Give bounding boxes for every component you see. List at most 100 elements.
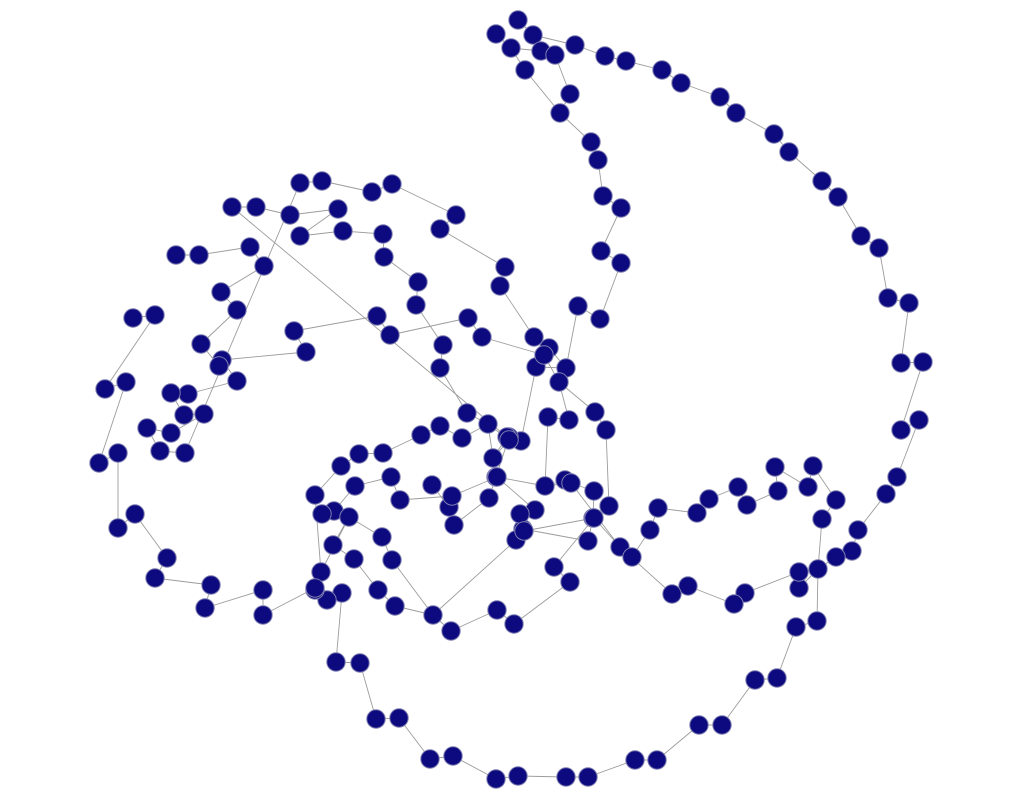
graph-node bbox=[504, 614, 524, 634]
graph-node bbox=[728, 477, 748, 497]
graph-node bbox=[648, 498, 668, 518]
graph-node bbox=[443, 746, 463, 766]
graph-node bbox=[344, 549, 364, 569]
graph-edge bbox=[896, 419, 920, 478]
graph-node bbox=[495, 257, 515, 277]
graph-node bbox=[490, 276, 510, 296]
graph-node bbox=[876, 484, 896, 504]
graph-edge bbox=[599, 262, 622, 320]
graph-node bbox=[501, 38, 521, 58]
graph-edge bbox=[389, 317, 469, 336]
graph-node bbox=[373, 224, 393, 244]
graph-node bbox=[710, 87, 730, 107]
graph-node bbox=[349, 444, 369, 464]
graph-node bbox=[125, 504, 145, 524]
graph-node bbox=[123, 308, 143, 328]
graph-node bbox=[368, 580, 388, 600]
graph-node bbox=[812, 509, 832, 529]
graph-node bbox=[699, 489, 719, 509]
graph-node bbox=[786, 617, 806, 637]
graph-node bbox=[561, 473, 581, 493]
graph-node bbox=[290, 173, 310, 193]
graph-node bbox=[765, 457, 785, 477]
graph-node bbox=[584, 481, 604, 501]
graph-node bbox=[191, 334, 211, 354]
graph-node bbox=[442, 486, 462, 506]
graph-node bbox=[433, 335, 453, 355]
graph-node bbox=[584, 508, 604, 528]
graph-node bbox=[441, 621, 461, 641]
graph-node bbox=[479, 488, 499, 508]
graph-node bbox=[305, 485, 325, 505]
graph-node bbox=[671, 73, 691, 93]
graph-node bbox=[380, 325, 400, 345]
graph-node bbox=[812, 171, 832, 191]
graph-node bbox=[768, 481, 788, 501]
graph-node bbox=[745, 670, 765, 690]
graph-edge bbox=[553, 517, 595, 568]
graph-node bbox=[545, 45, 565, 65]
graph-node bbox=[891, 353, 911, 373]
graph-node bbox=[116, 372, 136, 392]
graph-node bbox=[913, 352, 933, 372]
graph-node bbox=[581, 132, 601, 152]
graph-node bbox=[406, 295, 426, 315]
graph-edge bbox=[98, 381, 127, 464]
graph-node bbox=[508, 766, 528, 786]
graph-node bbox=[678, 576, 698, 596]
graph-node bbox=[869, 238, 889, 258]
graph-node bbox=[689, 715, 709, 735]
graph-node bbox=[385, 596, 405, 616]
graph-node bbox=[808, 559, 828, 579]
graph-node bbox=[523, 25, 543, 45]
graph-node bbox=[662, 584, 682, 604]
graph-node bbox=[590, 309, 610, 329]
graph-edge bbox=[565, 305, 579, 369]
graph-edge bbox=[432, 539, 517, 616]
graph-node bbox=[350, 653, 370, 673]
graph-node bbox=[95, 379, 115, 399]
graph-node bbox=[253, 580, 273, 600]
graph-edge bbox=[520, 366, 537, 442]
graph-node bbox=[290, 226, 310, 246]
graph-edge bbox=[391, 559, 434, 616]
graph-node bbox=[284, 321, 304, 341]
graph-node bbox=[222, 197, 242, 217]
graph-node bbox=[588, 150, 608, 170]
graph-node bbox=[312, 504, 332, 524]
graph-node bbox=[798, 477, 818, 497]
graph-node bbox=[556, 767, 576, 787]
graph-node bbox=[390, 490, 410, 510]
graph-node bbox=[538, 407, 558, 427]
graph-node bbox=[452, 428, 472, 448]
graph-node bbox=[254, 256, 274, 276]
graph-node bbox=[486, 24, 506, 44]
graph-node bbox=[373, 443, 393, 463]
graph-node bbox=[108, 518, 128, 538]
graph-node bbox=[296, 342, 316, 362]
graph-node bbox=[211, 282, 231, 302]
graph-node bbox=[848, 520, 868, 540]
graph-edges bbox=[98, 19, 924, 780]
graph-node bbox=[189, 245, 209, 265]
graph-node bbox=[807, 611, 827, 631]
graph-node bbox=[331, 456, 351, 476]
graph-node bbox=[487, 467, 507, 487]
graph-edge bbox=[359, 662, 377, 720]
graph-node bbox=[333, 221, 353, 241]
graph-node bbox=[194, 404, 214, 424]
graph-node bbox=[472, 327, 492, 347]
graph-node bbox=[420, 749, 440, 769]
graph-node bbox=[157, 548, 177, 568]
graph-node bbox=[145, 305, 165, 325]
graph-node bbox=[280, 205, 300, 225]
graph-node bbox=[201, 575, 221, 595]
graph-node bbox=[585, 402, 605, 422]
graph-nodes bbox=[89, 10, 933, 789]
graph-node bbox=[878, 288, 898, 308]
graph-node bbox=[616, 51, 636, 71]
graph-node bbox=[510, 504, 530, 524]
graph-node bbox=[444, 515, 464, 535]
graph-node bbox=[803, 456, 823, 476]
